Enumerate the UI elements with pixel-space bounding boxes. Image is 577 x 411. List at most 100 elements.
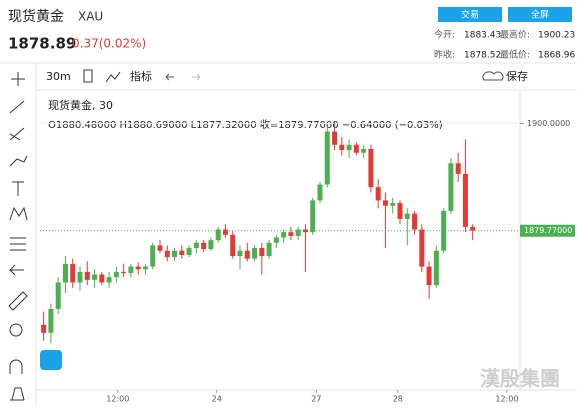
fib-tool[interactable] (9, 127, 25, 141)
candle-body (339, 144, 345, 151)
candle-body (128, 266, 134, 273)
candle-body (353, 144, 359, 153)
candle-body (237, 250, 243, 257)
fullscreen-button[interactable] (508, 7, 572, 22)
instrument-name: 现货黄金 (8, 8, 64, 25)
zoom-tool[interactable] (9, 323, 23, 337)
stat-value: 1868.96 (538, 51, 575, 61)
candle-body (397, 203, 403, 219)
candle-body (41, 324, 47, 333)
candle-body (448, 163, 454, 211)
candle-body (222, 229, 228, 235)
x-tick-label: 24 (212, 395, 222, 404)
candle-body (142, 266, 148, 270)
candle-body (48, 308, 54, 333)
candle-body (412, 213, 418, 230)
stat-label: 昨收: (434, 49, 455, 61)
last-price-label: 1879.77000 (524, 226, 572, 235)
candle-body (346, 144, 352, 151)
candle-body (113, 271, 119, 278)
candle-body (150, 245, 156, 267)
candle-body (230, 234, 236, 257)
candle-body (288, 232, 294, 236)
candle-body (77, 271, 83, 283)
stat-label: 今开: (434, 29, 455, 41)
candle-body (62, 263, 68, 283)
candle-body (135, 266, 141, 270)
candle-body (317, 184, 323, 201)
price: 1878.89 (8, 35, 76, 53)
candle-body (361, 149, 367, 153)
candle-body (179, 250, 185, 255)
candle-body (157, 245, 163, 251)
candle-body (92, 274, 98, 280)
candle-body (368, 149, 374, 188)
indicators[interactable]: 指标 (130, 69, 152, 83)
candle-body (295, 229, 301, 236)
candle-body (106, 277, 112, 283)
line-tool[interactable] (9, 100, 25, 114)
candle-body (462, 173, 468, 227)
candle-body (186, 248, 192, 255)
candle-body (273, 237, 279, 243)
candle-body (215, 229, 221, 241)
x-tick-label: 12:00 (495, 395, 518, 404)
drawing-tools[interactable] (8, 72, 28, 401)
stat-label: 最低价: (500, 49, 530, 61)
candle-body (426, 266, 432, 286)
undo-icon[interactable] (165, 73, 174, 81)
logo (40, 350, 62, 370)
candle-body (84, 271, 90, 280)
candle-body (266, 242, 272, 257)
symbol: XAU (78, 10, 103, 24)
candle-body (252, 248, 258, 259)
save[interactable]: 保存 (506, 69, 528, 83)
trash-tool[interactable] (10, 387, 25, 401)
candle-body (55, 282, 61, 309)
pattern-tool[interactable] (9, 206, 28, 221)
stat-value: 1883.43 (464, 31, 501, 41)
candle-body (208, 240, 214, 250)
candle-body (99, 274, 105, 283)
trade-button[interactable] (438, 7, 502, 22)
candle-body (164, 250, 170, 258)
back-tool[interactable] (8, 264, 24, 276)
text-tool[interactable] (12, 181, 24, 196)
indicator-icon[interactable] (105, 71, 121, 83)
candle-body (281, 232, 287, 238)
candle-body (324, 131, 330, 185)
crosshair-tool[interactable] (11, 72, 25, 86)
candle-body (172, 250, 178, 258)
candle-body (390, 203, 396, 206)
candle-body (70, 263, 76, 283)
save-icon[interactable] (482, 71, 504, 81)
x-tick-label: 28 (393, 395, 403, 404)
candle-body (419, 229, 425, 267)
measure-tool[interactable] (10, 237, 26, 251)
ruler-tool[interactable] (8, 291, 28, 311)
ohlc-text: O1880.48000 H1880.69000 L1877.32000 收=18… (48, 118, 443, 131)
redo-icon[interactable] (192, 73, 201, 81)
last-price-tag (520, 224, 575, 237)
candle-body (382, 200, 388, 206)
fullscreen-button-label[interactable]: 全屏 (531, 9, 549, 21)
stat-value: 1878.52 (464, 51, 501, 61)
candle-body (193, 242, 199, 249)
interval[interactable]: 30m (46, 70, 71, 83)
magnet-tool[interactable] (9, 359, 23, 374)
legend-text: 现货黄金, 30 (48, 98, 113, 112)
stat-value: 1900.23 (538, 31, 575, 41)
y-tick-label: 1900.0000 (527, 119, 570, 128)
trade-button-label[interactable]: 交易 (461, 9, 479, 21)
candle-body (259, 248, 265, 257)
candle-body (302, 229, 308, 233)
change: 0.37(0.02%) (72, 37, 146, 51)
watermark: 漢殷集團 (480, 367, 560, 391)
candle-body (121, 271, 127, 273)
chart-type-icon[interactable] (83, 69, 93, 83)
brush-tool[interactable] (9, 155, 28, 167)
x-tick-label: 12:00 (106, 395, 129, 404)
candle-body (375, 187, 381, 201)
